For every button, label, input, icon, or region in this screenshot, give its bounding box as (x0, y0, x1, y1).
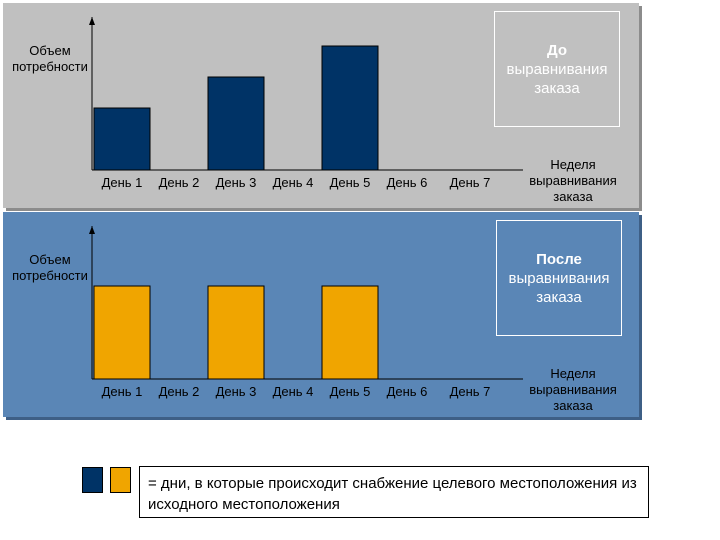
chart-panel-before: Объем потребности День 1 День 2 День 3 День… (3, 3, 639, 208)
legend-text-box: = дни, в которые происходит снабжение це… (139, 466, 649, 518)
x-tick-label: День 4 (273, 175, 314, 190)
x-tick-label: День 5 (330, 175, 371, 190)
x-tick-label: День 6 (387, 384, 428, 399)
x-axis-label: Неделя выравнивания заказа (529, 157, 617, 204)
before-info-box: До выравнивания заказа (494, 11, 620, 127)
bar-3 (207, 285, 265, 380)
x-tick-label: День 7 (450, 384, 491, 399)
chart-after: День 1 День 2 День 3 День 4 День 5 День 6 День… (89, 226, 523, 399)
before-box-subtitle: выравнивания заказа (506, 60, 608, 97)
bar-5 (321, 285, 379, 380)
x-tick-label: День 1 (102, 384, 143, 399)
after-box-title: После (536, 250, 582, 268)
before-box-title: До (546, 41, 568, 59)
legend-swatch-before (82, 467, 103, 493)
x-tick-label: День 2 (159, 175, 200, 190)
x-tick-label: День 5 (330, 384, 371, 399)
x-tick-label: День 4 (273, 384, 314, 399)
after-box-subtitle: выравнивания заказа (508, 269, 610, 306)
x-tick-label: День 7 (450, 175, 491, 190)
y-axis-arrow (89, 226, 95, 234)
chart-panel-after: Объем потребности День 1 День 2 День 3 День… (3, 212, 639, 417)
x-axis-label: Неделя выравнивания заказа (529, 366, 617, 413)
bar-5 (321, 45, 379, 171)
x-tick-label: День 3 (216, 175, 257, 190)
y-axis-label: Объем потребности (12, 252, 88, 283)
bar-1 (93, 285, 151, 380)
x-tick-label: День 3 (216, 384, 257, 399)
y-axis-label: Объем потребности (12, 43, 88, 74)
bar-1 (93, 107, 151, 171)
bar-3 (207, 76, 265, 171)
legend-swatch-after (110, 467, 131, 493)
x-tick-label: День 6 (387, 175, 428, 190)
x-tick-label: День 1 (102, 175, 143, 190)
x-tick-label: День 2 (159, 384, 200, 399)
y-axis-arrow (89, 17, 95, 25)
after-info-box: После выравнивания заказа (496, 220, 622, 336)
chart-before: День 1 День 2 День 3 День 4 День 5 День 6 День… (89, 17, 523, 190)
